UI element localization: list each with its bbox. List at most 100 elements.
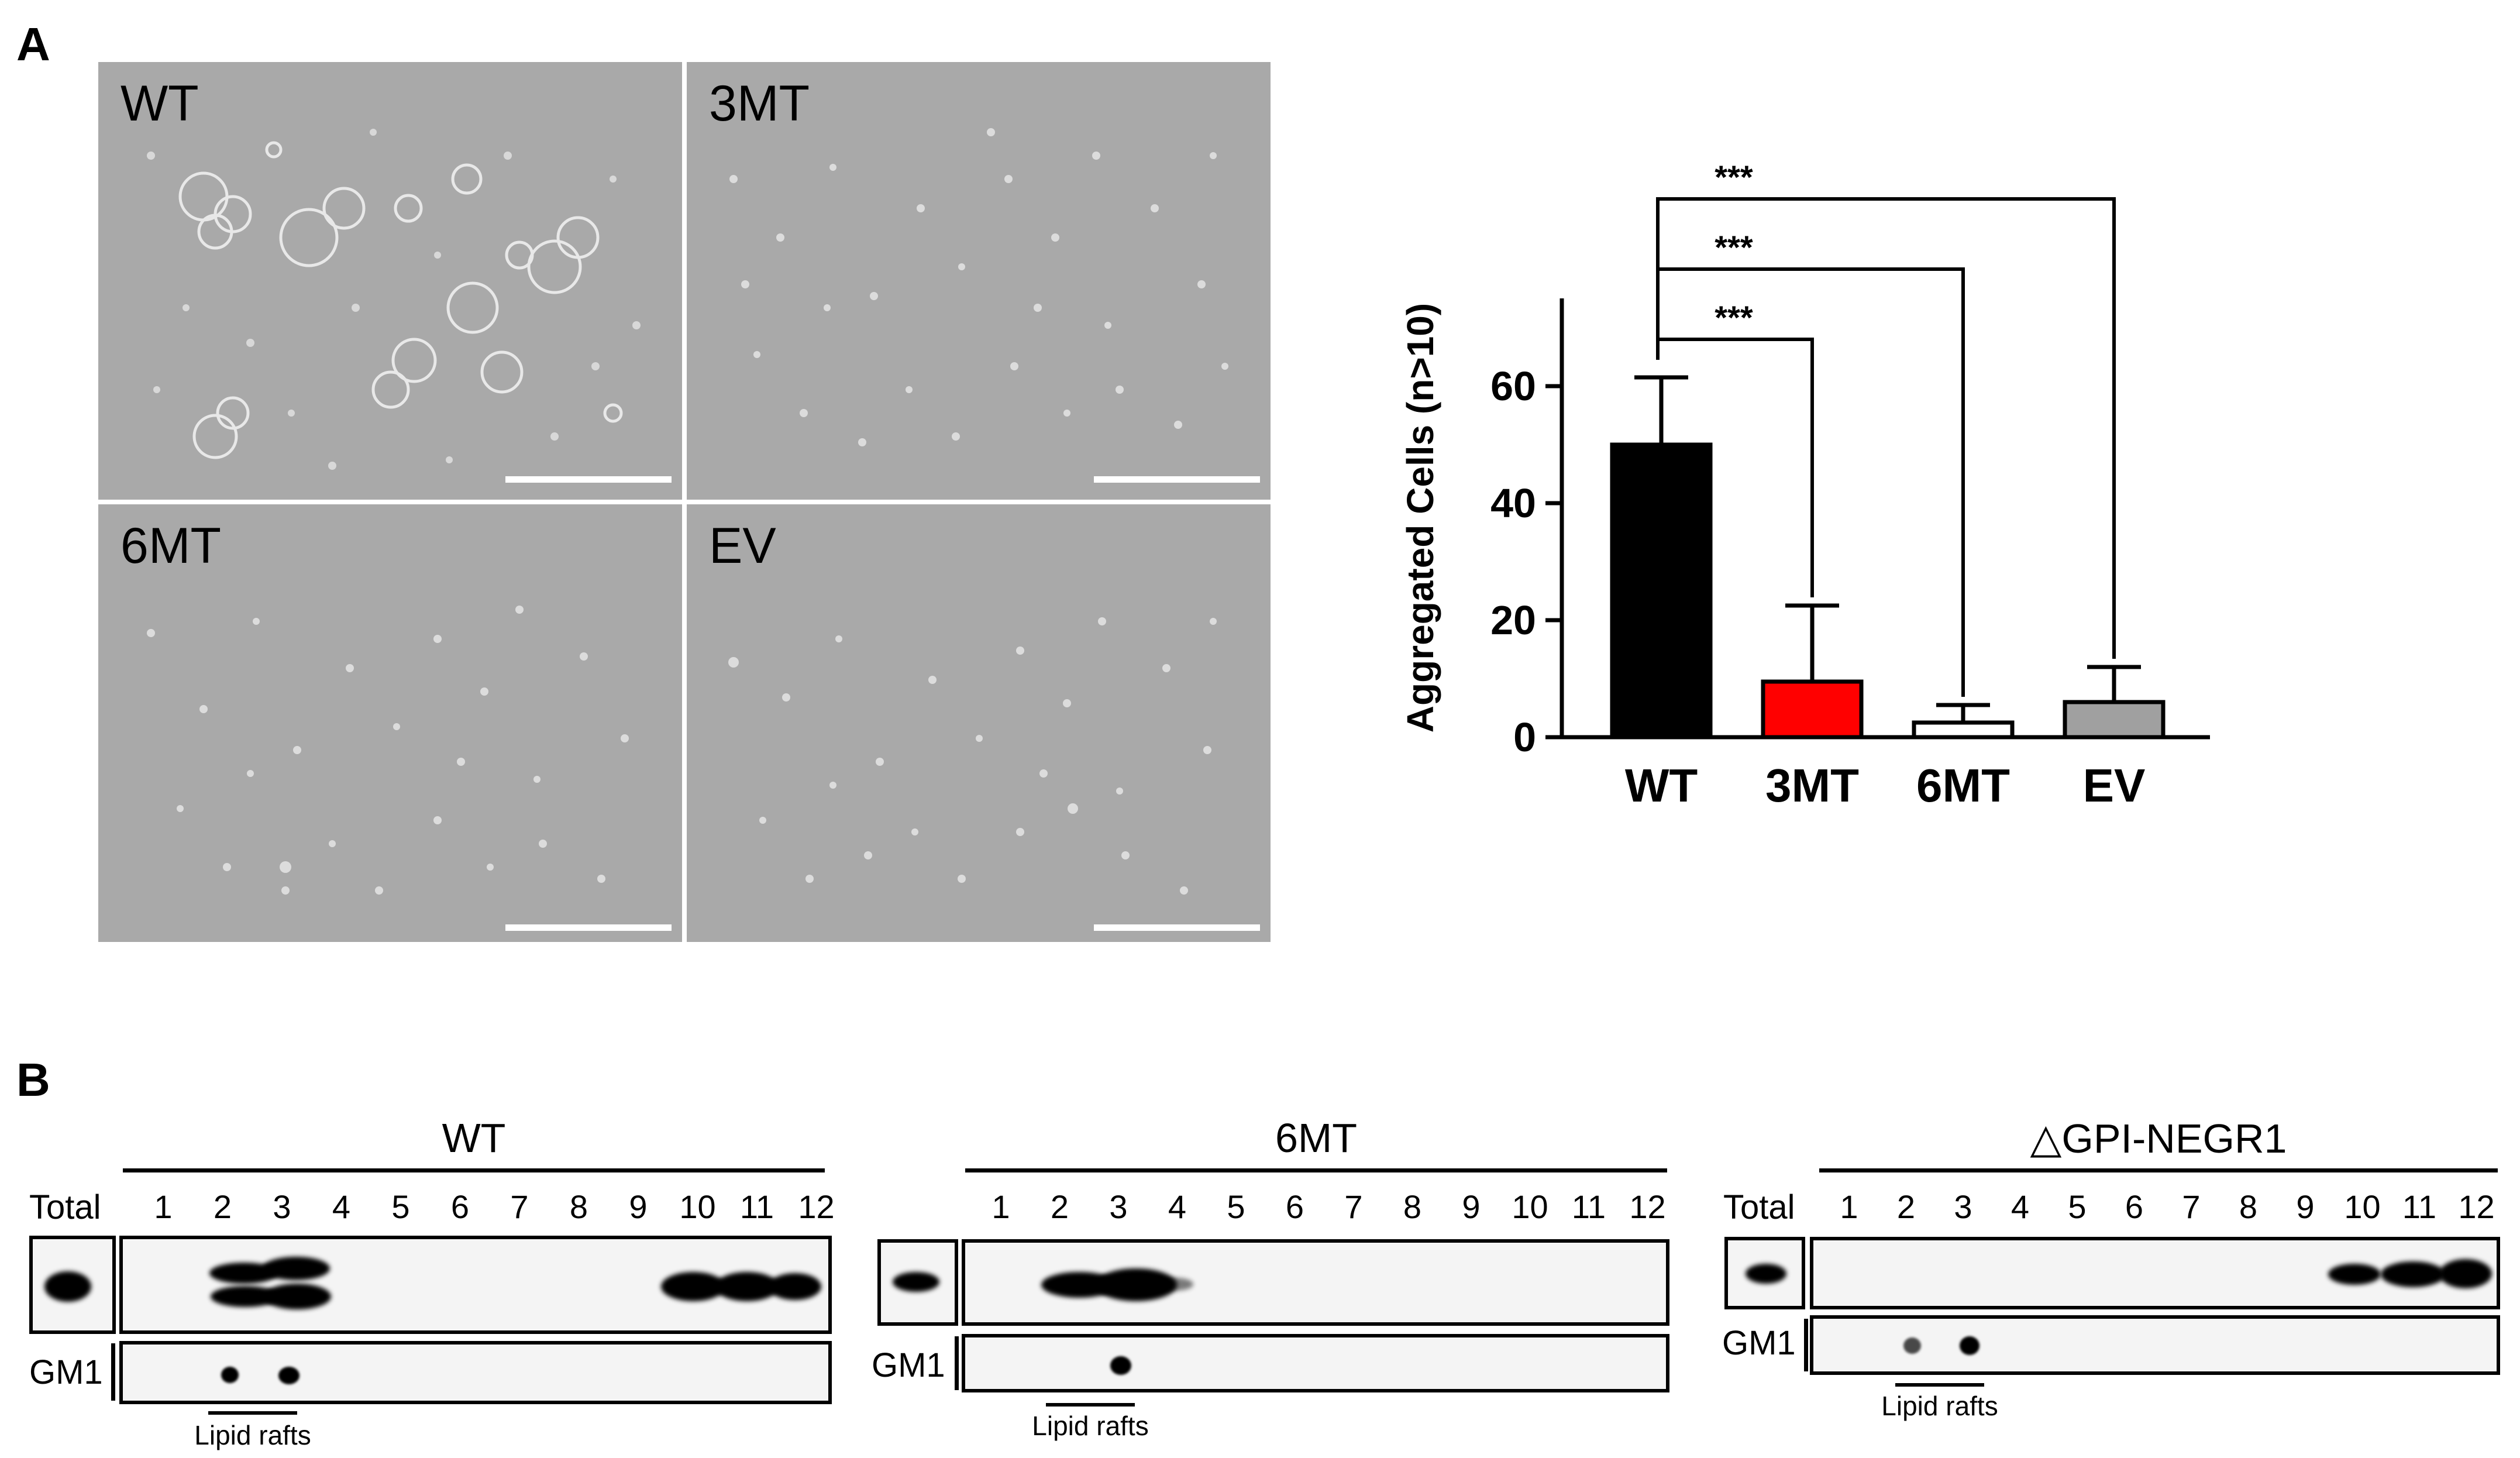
lipid-rafts-label: Lipid rafts xyxy=(1881,1391,1998,1421)
micrograph-3mt-label: 3MT xyxy=(709,75,810,132)
micrograph-6mt-texture xyxy=(147,606,629,895)
band xyxy=(1746,1264,1786,1284)
category-labels: WT 3MT 6MT EV xyxy=(1625,759,2146,811)
category-label: WT xyxy=(1625,759,1698,811)
micrograph-ev-label: EV xyxy=(709,518,776,574)
lane-label: 12 xyxy=(2458,1188,2495,1225)
band xyxy=(263,1284,331,1309)
micrograph-6mt-label: 6MT xyxy=(121,518,221,574)
lane-label: 11 xyxy=(739,1188,774,1225)
rafts-underline xyxy=(208,1411,297,1415)
lane-label: 10 xyxy=(1512,1188,1548,1225)
dot xyxy=(1960,1336,1979,1355)
total-blot-box xyxy=(877,1239,958,1326)
rafts-underline xyxy=(1046,1403,1135,1407)
bar-6mt xyxy=(1912,720,2015,740)
lane-label: 9 xyxy=(629,1188,648,1225)
band xyxy=(262,1257,330,1280)
title-underline xyxy=(123,1168,825,1172)
lane-label: 5 xyxy=(1227,1188,1245,1225)
lane-label: 12 xyxy=(798,1188,835,1225)
y-tick-label: 20 xyxy=(1490,597,1536,643)
lane-label: 1 xyxy=(1840,1188,1858,1225)
rafts-underline xyxy=(1895,1383,1984,1387)
micrograph-wt-texture xyxy=(147,129,641,470)
blot-title: △GPI-NEGR1 xyxy=(2030,1116,2287,1161)
gm1-divider xyxy=(955,1336,959,1390)
y-axis-label: Aggregated Cells (n>10) xyxy=(1399,303,1441,733)
band xyxy=(893,1272,939,1292)
lane-label: 5 xyxy=(2068,1188,2087,1225)
band xyxy=(715,1272,779,1301)
gm1-divider xyxy=(111,1343,115,1401)
significance-label: *** xyxy=(1715,299,1753,336)
significance-label: *** xyxy=(1715,229,1753,266)
lane-label: 7 xyxy=(2182,1188,2201,1225)
gm1-blot-box xyxy=(1810,1315,2500,1375)
scale-bar xyxy=(1094,924,1260,931)
band xyxy=(1158,1278,1193,1291)
lane-label: 11 xyxy=(2402,1188,2437,1225)
lane-label: 8 xyxy=(1403,1188,1422,1225)
y-tick-label: 40 xyxy=(1490,480,1536,526)
lane-label: 1 xyxy=(992,1188,1010,1225)
total-blot-box xyxy=(1724,1237,1805,1309)
lane-label: 1 xyxy=(154,1188,173,1225)
bar-3mt xyxy=(1761,679,1864,740)
lane-label: 4 xyxy=(332,1188,351,1225)
lane-label: 12 xyxy=(1629,1188,1666,1225)
micrograph-wt: WT xyxy=(98,62,682,500)
scale-bar xyxy=(505,924,672,931)
lane-label: 4 xyxy=(1168,1188,1187,1225)
gm1-blot-box xyxy=(119,1341,832,1404)
lane-label: 8 xyxy=(2239,1188,2258,1225)
scale-bar xyxy=(1094,476,1260,483)
title-underline xyxy=(1819,1168,2498,1172)
significance-label: *** xyxy=(1715,159,1753,195)
total-label: Total xyxy=(1723,1188,1795,1226)
dot xyxy=(1903,1337,1921,1354)
micrograph-ev: EV xyxy=(687,504,1271,942)
title-underline xyxy=(965,1168,1667,1172)
lane-label: 10 xyxy=(679,1188,716,1225)
gm1-label: GM1 xyxy=(872,1346,945,1384)
total-label: Total xyxy=(29,1188,101,1226)
dot xyxy=(1110,1356,1131,1375)
gm1-label: GM1 xyxy=(29,1353,103,1391)
bars xyxy=(1610,375,2166,740)
micrograph-ev-texture xyxy=(728,617,1217,895)
band xyxy=(2328,1264,2381,1285)
dot xyxy=(278,1367,299,1384)
bar-ev xyxy=(2063,700,2166,740)
gm1-blot-box xyxy=(962,1334,1669,1392)
lane-label: 10 xyxy=(2344,1188,2381,1225)
micrograph-6mt: 6MT xyxy=(98,504,682,942)
panel-b-letter: B xyxy=(16,1054,50,1106)
lane-label: 3 xyxy=(273,1188,291,1225)
lane-label: 9 xyxy=(1462,1188,1481,1225)
y-tick-label: 0 xyxy=(1513,714,1536,760)
significance-brackets: *** *** *** xyxy=(1656,159,2116,697)
total-blot-box xyxy=(29,1236,116,1334)
band xyxy=(2381,1261,2445,1287)
lane-label: 7 xyxy=(1344,1188,1363,1225)
lane-label: 5 xyxy=(391,1188,410,1225)
significance-bracket xyxy=(1656,197,2116,659)
lane-label: 2 xyxy=(1896,1188,1916,1225)
lane-label: 2 xyxy=(213,1188,232,1225)
lane-label: 6 xyxy=(450,1188,470,1225)
lipid-rafts-label: Lipid rafts xyxy=(1032,1411,1149,1441)
lane-label: 7 xyxy=(510,1188,529,1225)
scale-bar xyxy=(505,476,672,483)
blot-title: WT xyxy=(442,1115,506,1161)
panel-a-letter: A xyxy=(16,18,50,70)
category-label: EV xyxy=(2083,759,2146,811)
aggregation-bar-chart: Aggregated Cells (n>10) 0 20 40 60 WT 3MT 6MT… xyxy=(1399,159,2210,811)
bar-wt xyxy=(1610,442,1713,740)
category-label: 6MT xyxy=(1916,759,2010,811)
y-tick-label: 60 xyxy=(1490,363,1536,409)
lane-label: 4 xyxy=(2011,1188,2030,1225)
lipid-rafts-label: Lipid rafts xyxy=(194,1420,311,1450)
gm1-label: GM1 xyxy=(1722,1324,1796,1362)
fraction-blot-box xyxy=(962,1239,1669,1326)
